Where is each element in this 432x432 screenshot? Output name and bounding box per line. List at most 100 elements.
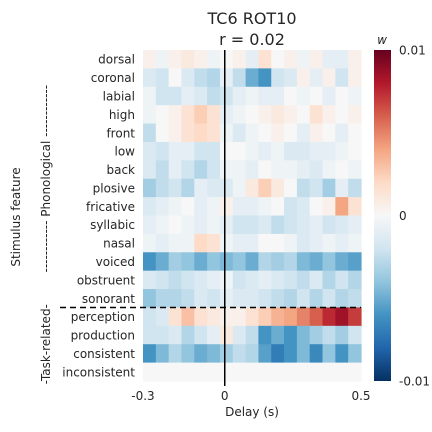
heatmap-cell [232,178,247,198]
heatmap-cell [284,105,298,125]
heatmap-cell [245,325,260,345]
heatmap-cell [284,86,298,106]
row-label: nasal [103,237,135,251]
heatmap-cell [258,50,272,69]
heatmap-cell [232,307,247,327]
heatmap-cell [143,233,157,253]
heatmap-cell [309,50,324,69]
heatmap-cell [143,270,157,290]
heatmap-cell [232,141,247,161]
heatmap-cell [207,307,221,327]
heatmap-cell [322,123,336,143]
heatmap-cell [309,233,324,253]
heatmap-cell [296,105,311,125]
heatmap-cell [143,141,157,161]
heatmap-cell [335,105,349,125]
heatmap-cell [296,233,311,253]
heatmap-cell [271,270,285,290]
heatmap-cell [322,160,336,180]
heatmap-cell [232,123,247,143]
heatmap-cell [245,68,260,88]
heatmap-cell [181,178,195,198]
heatmap-cell [348,215,362,235]
heatmap-cell [335,50,349,69]
heatmap-cell [155,160,170,180]
heatmap-cell [181,141,195,161]
heatmap-cell [258,233,272,253]
heatmap-cell [207,86,221,106]
heatmap-cell [155,178,170,198]
row-label: front [106,126,135,140]
heatmap-cell [245,160,260,180]
heatmap-cell [296,123,311,143]
heatmap-cell [168,141,183,161]
heatmap-cell [155,362,170,382]
x-axis-label: Delay (s) [225,405,279,419]
heatmap-cell [284,178,298,198]
heatmap-cell [322,178,336,198]
heatmap-cell [322,215,336,235]
heatmap-cell [219,160,234,180]
heatmap-cell [245,362,260,382]
heatmap-cell [155,141,170,161]
heatmap-cell [258,362,272,382]
heatmap-cell [207,141,221,161]
heatmap-cell [309,362,324,382]
heatmap-cell [348,233,362,253]
heatmap-cell [143,325,157,345]
heatmap-cell [194,362,208,382]
heatmap-cell [143,289,157,309]
row-label: obstruent [77,273,135,287]
heatmap-cell [181,68,195,88]
heatmap-cell [194,123,208,143]
heatmap-cell [258,68,272,88]
heatmap-cell [309,325,324,345]
heatmap-cell [284,307,298,327]
heatmap-cell [219,344,234,364]
group-label-phonological: ------------ Phonological ------------ [39,85,53,273]
heatmap-cell [245,197,260,217]
heatmap-cell [168,325,183,345]
heatmap-cell [168,362,183,382]
heatmap-cell [143,178,157,198]
heatmap-cell [219,86,234,106]
heatmap-cell [348,362,362,382]
heatmap-cell [335,362,349,382]
heatmap-cell [194,105,208,125]
heatmap-cell [143,215,157,235]
row-label: dorsal [98,53,135,67]
heatmap-cell [348,123,362,143]
heatmap-cell [296,141,311,161]
heatmap-cell [143,160,157,180]
heatmap-cell [245,123,260,143]
heatmap-cell [258,86,272,106]
heatmap-cell [219,325,234,345]
heatmap-cell [258,197,272,217]
heatmap-cell [207,68,221,88]
heatmap-cell [168,252,183,272]
heatmap-cell [181,344,195,364]
heatmap-cell [232,215,247,235]
heatmap-cell [258,344,272,364]
heatmap-cell [207,233,221,253]
heatmap-cell [207,325,221,345]
heatmap-cell [181,160,195,180]
heatmap-cell [309,289,324,309]
heatmap-cell [322,197,336,217]
heatmap-cell [335,233,349,253]
heatmap-cell [348,270,362,290]
x-tick-label: -0.3 [131,389,154,403]
heatmap-cell [194,215,208,235]
heatmap-cell [348,252,362,272]
heatmap-cell [168,68,183,88]
heatmap-cell [155,105,170,125]
heatmap-cell [335,270,349,290]
heatmap-cell [335,325,349,345]
heatmap-cell [348,307,362,327]
y-axis-label: Stimulus feature [9,167,23,266]
heatmap-cell [258,289,272,309]
colorbar [374,50,391,381]
heatmap-cell [271,141,285,161]
heatmap-cell [168,215,183,235]
heatmap-cell [207,123,221,143]
